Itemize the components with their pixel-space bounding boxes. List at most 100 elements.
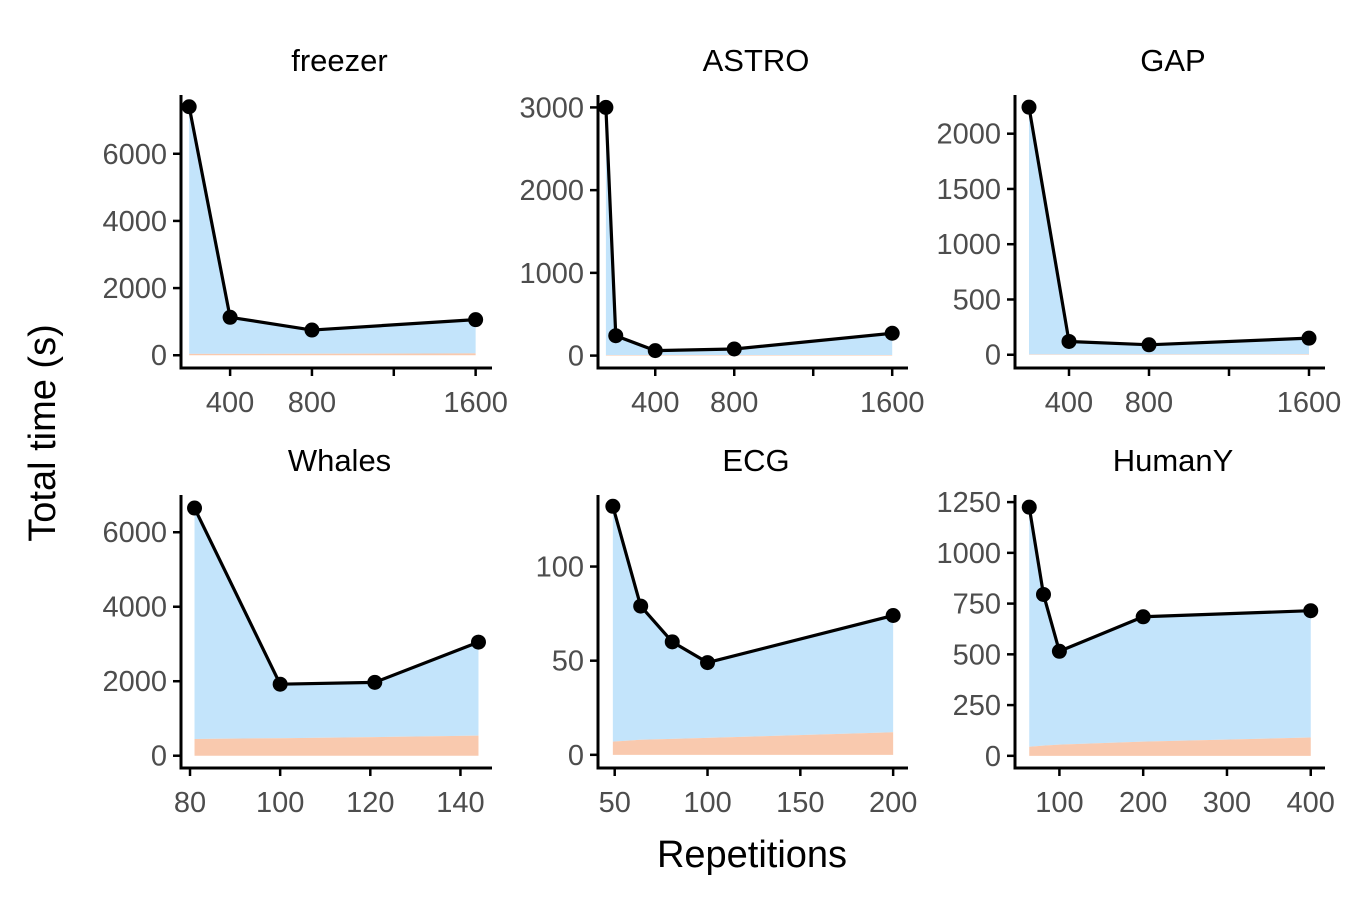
x-tick-label: 1600: [1277, 387, 1342, 419]
x-tick-label: 400: [1287, 787, 1335, 819]
area-upper: [605, 107, 893, 356]
area-lower: [189, 353, 476, 356]
data-point: [885, 607, 901, 623]
panel-title: Whales: [288, 443, 391, 478]
area-upper: [189, 106, 476, 354]
y-tick-label: 0: [985, 741, 1001, 773]
y-tick-label: 6000: [102, 139, 167, 171]
data-point: [633, 598, 649, 614]
x-tick-label: 800: [710, 387, 758, 419]
data-point: [700, 655, 716, 671]
y-tick-label: 0: [985, 340, 1001, 372]
y-tick-label: 4000: [102, 206, 167, 238]
y-tick-label: 2000: [936, 119, 1001, 151]
data-point: [1061, 333, 1077, 349]
panel-title: ECG: [722, 443, 789, 478]
x-tick-label: 800: [288, 387, 336, 419]
data-point: [1051, 643, 1067, 659]
panel-astro: 0 1000 2000 3000 400 800 1600 ASTRO: [519, 43, 924, 419]
data-point: [1141, 337, 1157, 353]
x-tick-label: 80: [174, 787, 206, 819]
data-point: [304, 322, 320, 338]
data-point: [272, 676, 288, 692]
y-tick-label: 0: [568, 341, 584, 373]
x-tick-label: 100: [683, 787, 731, 819]
area-lower: [612, 732, 894, 755]
y-tick-label: 3000: [519, 92, 584, 124]
y-axis-label: Total time (s): [22, 324, 64, 541]
data-point: [608, 328, 624, 344]
data-point: [470, 634, 486, 650]
y-tick-label: 0: [568, 740, 584, 772]
y-tick-label: 6000: [102, 517, 167, 549]
data-point: [1301, 330, 1317, 346]
x-tick-label: 800: [1125, 387, 1173, 419]
series-line: [187, 106, 476, 332]
x-tick-label: 120: [346, 787, 394, 819]
data-point: [884, 325, 900, 341]
data-point: [598, 99, 614, 115]
y-tick-label: 2000: [102, 273, 167, 305]
panel-gap: 0 500 1000 1500 2000 400 800 1600 GAP: [936, 43, 1341, 419]
data-point: [367, 674, 383, 690]
data-point: [664, 634, 680, 650]
data-point: [726, 341, 742, 357]
y-tick-label: 1000: [936, 229, 1001, 261]
data-point: [187, 500, 203, 516]
y-tick-label: 2000: [102, 666, 167, 698]
panel-ecg: 0 50 100 50 100 150 200 ECG: [536, 443, 918, 819]
x-tick-label: 150: [776, 787, 824, 819]
y-tick-label: 500: [953, 284, 1001, 316]
x-tick-label: 140: [436, 787, 484, 819]
area-upper: [1029, 507, 1311, 747]
x-tick-label: 200: [869, 787, 917, 819]
area-upper: [612, 506, 894, 742]
x-tick-label: 1600: [860, 387, 925, 419]
data-point: [468, 312, 484, 328]
y-tick-label: 1000: [519, 258, 584, 290]
area-upper: [1029, 107, 1309, 355]
y-tick-label: 4000: [102, 592, 167, 624]
y-tick-label: 1500: [936, 174, 1001, 206]
y-tick-label: 0: [151, 741, 167, 773]
panel-title: ASTRO: [703, 43, 810, 78]
y-tick-label: 50: [552, 646, 584, 678]
panel-freezer: 0 2000 4000 6000 400 800 1600 freezer: [102, 43, 507, 419]
x-tick-label: 1600: [443, 387, 508, 419]
panel-title: freezer: [291, 43, 387, 78]
data-point: [1303, 603, 1319, 619]
y-tick-label: 750: [953, 589, 1001, 621]
series-line: [1027, 106, 1310, 347]
panel-title: GAP: [1140, 43, 1205, 78]
series-line: [604, 107, 893, 353]
area-lower: [1029, 737, 1311, 756]
data-point: [1021, 99, 1037, 115]
data-point: [605, 498, 621, 514]
data-point: [1135, 609, 1151, 625]
panel-title: HumanY: [1113, 443, 1234, 478]
x-tick-label: 100: [256, 787, 304, 819]
y-tick-label: 250: [953, 690, 1001, 722]
y-tick-label: 100: [536, 552, 584, 584]
data-point: [647, 343, 663, 359]
x-tick-label: 400: [1045, 387, 1093, 419]
x-tick-label: 400: [206, 387, 254, 419]
y-tick-label: 2000: [519, 175, 584, 207]
y-tick-label: 1250: [936, 487, 1001, 519]
x-tick-label: 50: [599, 787, 631, 819]
data-point: [181, 99, 197, 115]
x-tick-label: 100: [1035, 787, 1083, 819]
data-point: [1021, 499, 1037, 515]
panel-humany: 0 250 500 750 1000 1250 100 200 300 400 HumanY: [936, 443, 1334, 819]
series-line: [193, 507, 480, 686]
y-tick-label: 1000: [936, 538, 1001, 570]
data-point: [222, 309, 238, 325]
area-lower: [194, 735, 479, 756]
x-tick-label: 300: [1203, 787, 1251, 819]
panel-whales: 0 2000 4000 6000 80 100 120 140 Whales: [102, 443, 492, 819]
x-tick-label: 400: [631, 387, 679, 419]
y-tick-label: 500: [953, 639, 1001, 671]
data-point: [1035, 586, 1051, 602]
